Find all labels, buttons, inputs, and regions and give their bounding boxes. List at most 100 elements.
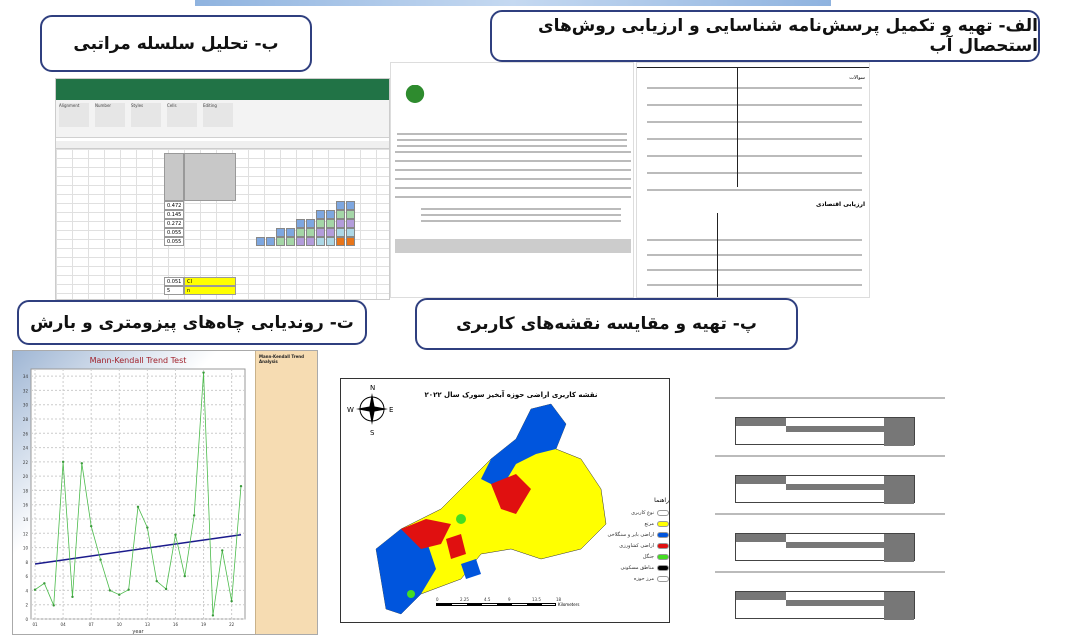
data-point (211, 614, 215, 617)
y-tick-label: 20 (23, 474, 29, 479)
text-line (647, 284, 862, 286)
logo (397, 85, 427, 107)
scale-bar: 0 2.25 4.5 9 13.5 18 Kilometers (436, 597, 579, 607)
x-tick-label: 16 (173, 622, 179, 627)
cropped-image-strip (195, 0, 831, 6)
map-title: نقشه کاربری اراضی حوزه آبخیز سورک سال ۲۰… (424, 391, 598, 399)
ribbon-group: Styles (131, 103, 161, 127)
data-point (52, 604, 55, 607)
x-tick-label: 13 (145, 622, 151, 627)
matrix-cell (336, 210, 345, 219)
text-line (395, 178, 631, 180)
column-headers (56, 141, 389, 149)
label-b-ahp: ب- تحلیل سلسله مراتبی (40, 15, 312, 72)
text-line (397, 139, 627, 141)
matrix-cell (316, 228, 325, 237)
legend-swatch (657, 576, 669, 582)
data-point (99, 558, 102, 561)
comparison-table (735, 533, 915, 562)
comparison-table (735, 591, 915, 620)
matrix-cell (346, 237, 355, 246)
matrix-cell (256, 237, 265, 246)
ribbon-group: Editing (203, 103, 233, 127)
scale-unit: Kilometers (558, 602, 580, 607)
plot-area (30, 368, 246, 620)
compass-w: W (347, 406, 354, 414)
scale-label: 18 (556, 597, 562, 602)
scale-label: 4.5 (484, 597, 491, 602)
y-tick-label: 32 (23, 388, 29, 393)
weight-cell: 0.272 (164, 219, 184, 228)
y-tick-label: 34 (23, 374, 29, 379)
data-point (71, 595, 74, 599)
text-line (421, 214, 621, 216)
text-line (647, 269, 862, 271)
legend-swatch (657, 532, 669, 538)
legend-swatch (657, 521, 669, 527)
header-cell (164, 153, 184, 201)
matrix-cell (346, 219, 355, 228)
matrix-cell (296, 219, 305, 228)
x-tick-label: 22 (229, 622, 235, 627)
text-line (647, 239, 862, 241)
x-axis-label: year (132, 629, 144, 634)
legend-item: جنگل (599, 554, 669, 560)
matrix-cell (346, 210, 355, 219)
text-line (395, 151, 631, 153)
text-line (395, 160, 631, 162)
text-line (647, 87, 862, 89)
label-p-landuse: پ- تهیه و مقایسه نقشه‌های کاربری (415, 298, 798, 350)
trend-line (34, 533, 242, 565)
text-line (647, 155, 862, 157)
x-tick-label: 19 (201, 622, 207, 627)
comparison-table (735, 475, 915, 504)
data-point (239, 484, 243, 488)
excel-titlebar (56, 79, 389, 91)
text-line (647, 121, 862, 123)
n-label: n (184, 286, 236, 295)
legend-swatch (657, 510, 669, 516)
header-cell (184, 153, 236, 201)
text-line (421, 208, 621, 210)
text-line (647, 104, 862, 106)
x-tick-label: 01 (32, 622, 38, 627)
y-tick-label: 22 (23, 460, 29, 465)
ranking-table-document: سوالات ارزیابی اقتصادی (636, 62, 870, 298)
comparison-tables-document (715, 395, 947, 630)
data-point (33, 588, 37, 591)
y-tick-label: 8 (25, 560, 28, 565)
matrix-cell (306, 228, 315, 237)
data-point (61, 460, 65, 464)
matrix-cell (286, 237, 295, 246)
matrix-cell (336, 228, 345, 237)
y-tick-label: 4 (25, 588, 28, 593)
legend-label: اراضی بایر و سنگلاخی (607, 532, 654, 538)
legend-label: مرتع (644, 521, 655, 527)
side-title: Mann-Kendall Trend Analysis (259, 354, 305, 364)
text-line (397, 145, 627, 147)
matrix-cell (326, 210, 335, 219)
text-line (647, 172, 862, 174)
questionnaire-document (390, 62, 634, 298)
legend-label: اراضی کشاورزی (619, 543, 654, 549)
text-line (395, 196, 631, 198)
matrix-cell (326, 237, 335, 246)
table-header-row (395, 239, 631, 253)
data-point (164, 587, 168, 591)
y-tick-label: 0 (25, 617, 28, 622)
matrix-cell (306, 219, 315, 228)
text-line (395, 187, 631, 189)
y-tick-label: 24 (23, 446, 29, 451)
x-tick-label: 10 (117, 622, 123, 627)
legend-swatch (657, 543, 669, 549)
data-point (80, 462, 84, 465)
matrix-cell (276, 237, 285, 246)
legend-label: نوع کاربری (631, 510, 654, 516)
data-point (174, 533, 177, 536)
scale-label: 2.25 (460, 597, 469, 602)
map-frame: نقشه کاربری اراضی حوزه آبخیز سورک سال ۲۰… (340, 378, 670, 623)
matrix-cell (276, 228, 285, 237)
legend-item: نوع کاربری (599, 510, 669, 516)
excel-menu (56, 91, 389, 100)
